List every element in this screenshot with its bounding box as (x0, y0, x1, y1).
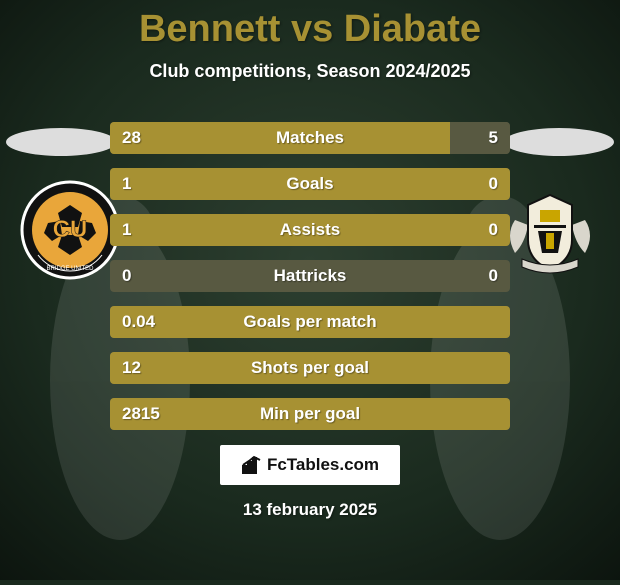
page-subtitle: Club competitions, Season 2024/2025 (0, 61, 620, 82)
stat-row: 2815Min per goal (110, 398, 510, 430)
stat-label: Min per goal (110, 398, 510, 430)
stat-label: Assists (110, 214, 510, 246)
stat-row: 10Assists (110, 214, 510, 246)
stat-row: 00Hattricks (110, 260, 510, 292)
stat-label: Goals (110, 168, 510, 200)
stat-label: Goals per match (110, 306, 510, 338)
svg-text:BRIDGE UNITED: BRIDGE UNITED (46, 266, 94, 272)
crest-shadow-left (6, 128, 116, 156)
svg-text:CU: CU (53, 216, 88, 243)
stat-row: 0.04Goals per match (110, 306, 510, 338)
date-label: 13 february 2025 (0, 500, 620, 520)
team-crest-right (500, 175, 600, 285)
team-crest-left: CU BRIDGE UNITED (20, 175, 120, 285)
stat-label: Hattricks (110, 260, 510, 292)
stat-row: 10Goals (110, 168, 510, 200)
stat-label: Matches (110, 122, 510, 154)
stat-label: Shots per goal (110, 352, 510, 384)
page-title: Bennett vs Diabate (0, 0, 620, 51)
brand-badge: FcTables.com (220, 445, 400, 485)
crest-shadow-right (504, 128, 614, 156)
stat-row: 285Matches (110, 122, 510, 154)
brand-text: FcTables.com (267, 455, 379, 475)
stat-row: 12Shots per goal (110, 352, 510, 384)
stats-table: 285Matches 10Goals 10Assists 00Hattricks 0.0… (110, 122, 510, 444)
chart-icon (241, 455, 263, 475)
